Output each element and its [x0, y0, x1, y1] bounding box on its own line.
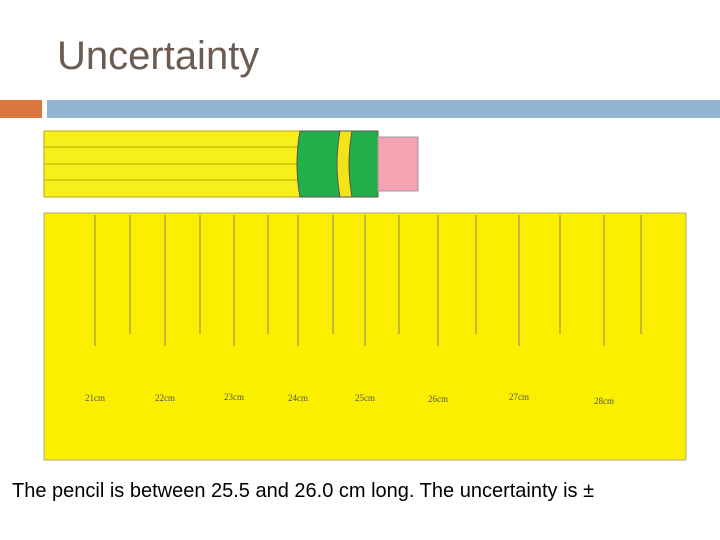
ruler-label: 28cm [594, 396, 614, 406]
accent-bar [0, 100, 42, 118]
header-bar [47, 100, 720, 118]
ferrule-band [336, 130, 353, 198]
ruler-label: 22cm [155, 393, 175, 403]
eraser [377, 136, 419, 192]
ruler-label: 23cm [224, 392, 244, 402]
ruler-label: 24cm [288, 393, 308, 403]
ruler-label: 25cm [355, 393, 375, 403]
caption: The pencil is between 25.5 and 26.0 cm l… [12, 480, 595, 502]
ruler-label: 21cm [85, 393, 105, 403]
ruler-label: 26cm [428, 394, 448, 404]
ruler-label: 27cm [509, 392, 529, 402]
slide-title: Uncertainty [57, 34, 260, 78]
ruler: 21cm 22cm 23cm 24cm 25cm 26cm 27cm 28cm [43, 212, 687, 461]
pencil [43, 130, 419, 198]
